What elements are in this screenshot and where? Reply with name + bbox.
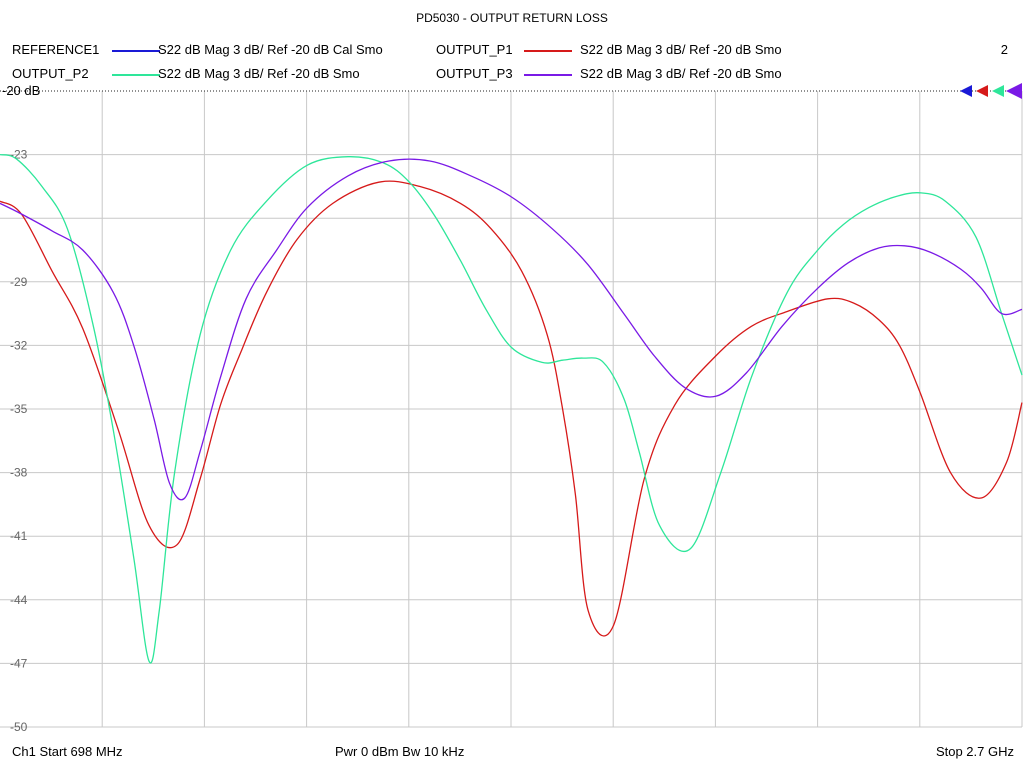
legend-name: OUTPUT_P1 bbox=[436, 42, 513, 57]
y-tick-label: -38 bbox=[10, 466, 28, 480]
y-tick-label: -32 bbox=[10, 338, 28, 352]
reference-marker-icon[interactable] bbox=[960, 85, 972, 97]
y-tick-label: -23 bbox=[10, 148, 28, 162]
reference-marker-icon[interactable] bbox=[976, 85, 988, 97]
series-line-output-p3 bbox=[0, 158, 1023, 501]
y-tick-label: -50 bbox=[10, 720, 28, 734]
legend-name: OUTPUT_P3 bbox=[436, 66, 513, 81]
grid bbox=[0, 90, 1023, 728]
y-tick-label: -20 dB bbox=[2, 83, 40, 98]
legend-name: REFERENCE1 bbox=[12, 42, 100, 57]
footer-start: Ch1 Start 698 MHz bbox=[12, 744, 123, 759]
legend-desc: S22 dB Mag 3 dB/ Ref -20 dB Smo bbox=[158, 66, 360, 81]
reference-marker-icon[interactable] bbox=[1006, 83, 1022, 99]
chart-title: PD5030 - OUTPUT RETURN LOSS bbox=[416, 11, 608, 25]
reference-markers bbox=[960, 83, 1022, 99]
channel-number: 2 bbox=[1000, 42, 1008, 57]
series-line-output-p1 bbox=[0, 180, 1023, 637]
legend-line-output-p1 bbox=[524, 50, 572, 52]
y-tick-label: -41 bbox=[10, 529, 28, 543]
legend-name: OUTPUT_P2 bbox=[12, 66, 89, 81]
legend-line-output-p2 bbox=[112, 74, 160, 76]
series-line-output-p2 bbox=[0, 153, 1023, 664]
legend-desc: S22 dB Mag 3 dB/ Ref -20 dB Smo bbox=[580, 66, 782, 81]
y-tick-label: -44 bbox=[10, 593, 28, 607]
footer-stop: Stop 2.7 GHz bbox=[935, 744, 1014, 759]
legend-desc: S22 dB Mag 3 dB/ Ref -20 dB Smo bbox=[580, 42, 782, 57]
legend-desc: S22 dB Mag 3 dB/ Ref -20 dB Cal Smo bbox=[158, 42, 383, 57]
legend-line-output-p3 bbox=[524, 74, 572, 76]
traces bbox=[0, 153, 1023, 664]
y-tick-label: -47 bbox=[10, 656, 28, 670]
y-tick-labels: -20 dB -23 -29 -32 -35 -38 -41 -44 -47 -50 bbox=[2, 83, 40, 734]
y-tick-label: -35 bbox=[10, 402, 28, 416]
y-tick-label: -29 bbox=[10, 275, 28, 289]
legend-line-reference1 bbox=[112, 50, 160, 52]
reference-marker-icon[interactable] bbox=[992, 85, 1004, 97]
footer-power-bandwidth: Pwr 0 dBm Bw 10 kHz bbox=[335, 744, 465, 759]
